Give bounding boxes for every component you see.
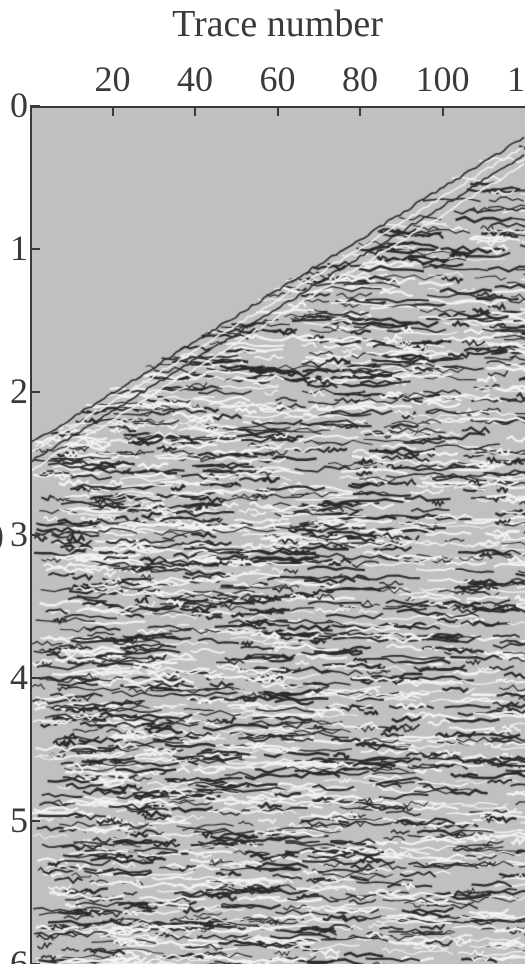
y-tick-label: 3	[4, 513, 28, 555]
chart-title: Trace number	[30, 2, 525, 46]
seismic-canvas	[32, 108, 525, 964]
plot-area	[30, 106, 525, 964]
x-tick-label-partial: 1	[507, 58, 525, 100]
x-tick-label: 20	[83, 58, 143, 100]
y-tick-mark	[30, 820, 40, 822]
y-tick-label: 2	[4, 370, 28, 412]
y-tick-label: 0	[4, 84, 28, 126]
y-tick-mark	[30, 391, 40, 393]
x-tick-mark	[112, 106, 114, 116]
y-tick-mark	[30, 105, 40, 107]
y-axis-side-marker: )	[0, 513, 4, 555]
y-tick-mark	[30, 248, 40, 250]
y-tick-label: 4	[4, 656, 28, 698]
x-tick-mark	[194, 106, 196, 116]
x-tick-label: 100	[413, 58, 473, 100]
x-tick-label: 80	[330, 58, 390, 100]
y-tick-label: 1	[4, 227, 28, 269]
x-tick-mark	[277, 106, 279, 116]
x-tick-label: 40	[165, 58, 225, 100]
x-tick-mark	[442, 106, 444, 116]
y-tick-label: 5	[4, 799, 28, 841]
x-tick-mark	[359, 106, 361, 116]
y-tick-label: 6	[4, 942, 28, 964]
x-tick-label: 60	[248, 58, 308, 100]
y-tick-mark	[30, 677, 40, 679]
y-tick-mark	[30, 534, 40, 536]
seismic-chart: Trace number 20 40 60 80 100 1 0 1 2 3 4 5 6 )	[0, 0, 525, 964]
